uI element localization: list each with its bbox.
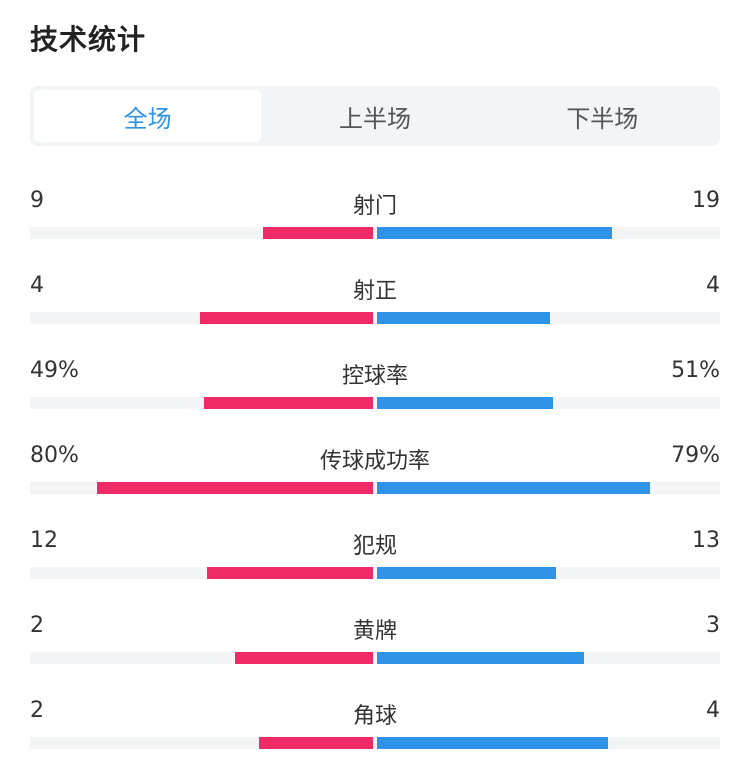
stat-label: 传球成功率 [319, 449, 430, 474]
home-value: 12 [30, 528, 58, 553]
stat-row: 80% 传球成功率 79% [30, 423, 720, 508]
away-value: 79% [671, 443, 720, 468]
away-bar [377, 397, 553, 409]
stat-row: 4 射正 4 [30, 253, 720, 338]
stat-row: 9 射门 19 [30, 168, 720, 253]
away-bar [377, 482, 650, 494]
home-value: 49% [30, 358, 79, 383]
stat-label: 黄牌 [352, 619, 397, 644]
stat-label: 角球 [352, 704, 397, 729]
away-value: 51% [671, 358, 720, 383]
stat-row: 12 犯规 13 [30, 508, 720, 593]
away-bar [377, 737, 608, 749]
home-bar [207, 567, 373, 579]
home-bar [97, 482, 373, 494]
stat-label: 射正 [352, 279, 397, 304]
home-bar [235, 652, 373, 664]
home-value: 80% [30, 443, 79, 468]
stat-bar-track [30, 312, 720, 324]
stat-row: 2 黄牌 3 [30, 593, 720, 678]
tab-second-half[interactable]: 下半场 [566, 104, 639, 133]
stat-bar-track [30, 737, 720, 749]
away-value: 13 [692, 528, 720, 553]
home-value: 2 [30, 613, 44, 638]
stat-label: 犯规 [352, 534, 397, 559]
home-bar [204, 397, 373, 409]
home-bar [259, 737, 373, 749]
stat-bar-track [30, 227, 720, 239]
away-bar [377, 227, 612, 239]
stat-bar-track [30, 482, 720, 494]
stat-label: 控球率 [341, 364, 408, 389]
stat-bar-track [30, 567, 720, 579]
tab-full-match[interactable]: 全场 [34, 90, 262, 142]
stat-row: 49% 控球率 51% [30, 338, 720, 423]
stat-row: 2 角球 4 [30, 678, 720, 763]
period-tabs: 全场 上半场 下半场 [30, 86, 720, 146]
home-value: 4 [30, 273, 44, 298]
page-title: 技术统计 [30, 23, 147, 56]
away-bar [377, 567, 556, 579]
stat-label: 射门 [352, 194, 397, 219]
away-value: 4 [706, 273, 720, 298]
away-value: 19 [692, 188, 720, 213]
home-value: 9 [30, 188, 44, 213]
away-bar [377, 652, 584, 664]
stat-bar-track [30, 652, 720, 664]
stats-list: 9 射门 19 4 射正 4 49% 控球率 51% 80% 传球成功率 79% [30, 168, 720, 763]
stat-bar-track [30, 397, 720, 409]
away-value: 3 [706, 613, 720, 638]
away-bar [377, 312, 550, 324]
home-value: 2 [30, 698, 44, 723]
home-bar [200, 312, 373, 324]
tab-first-half[interactable]: 上半场 [338, 104, 411, 133]
home-bar [263, 227, 373, 239]
away-value: 4 [706, 698, 720, 723]
